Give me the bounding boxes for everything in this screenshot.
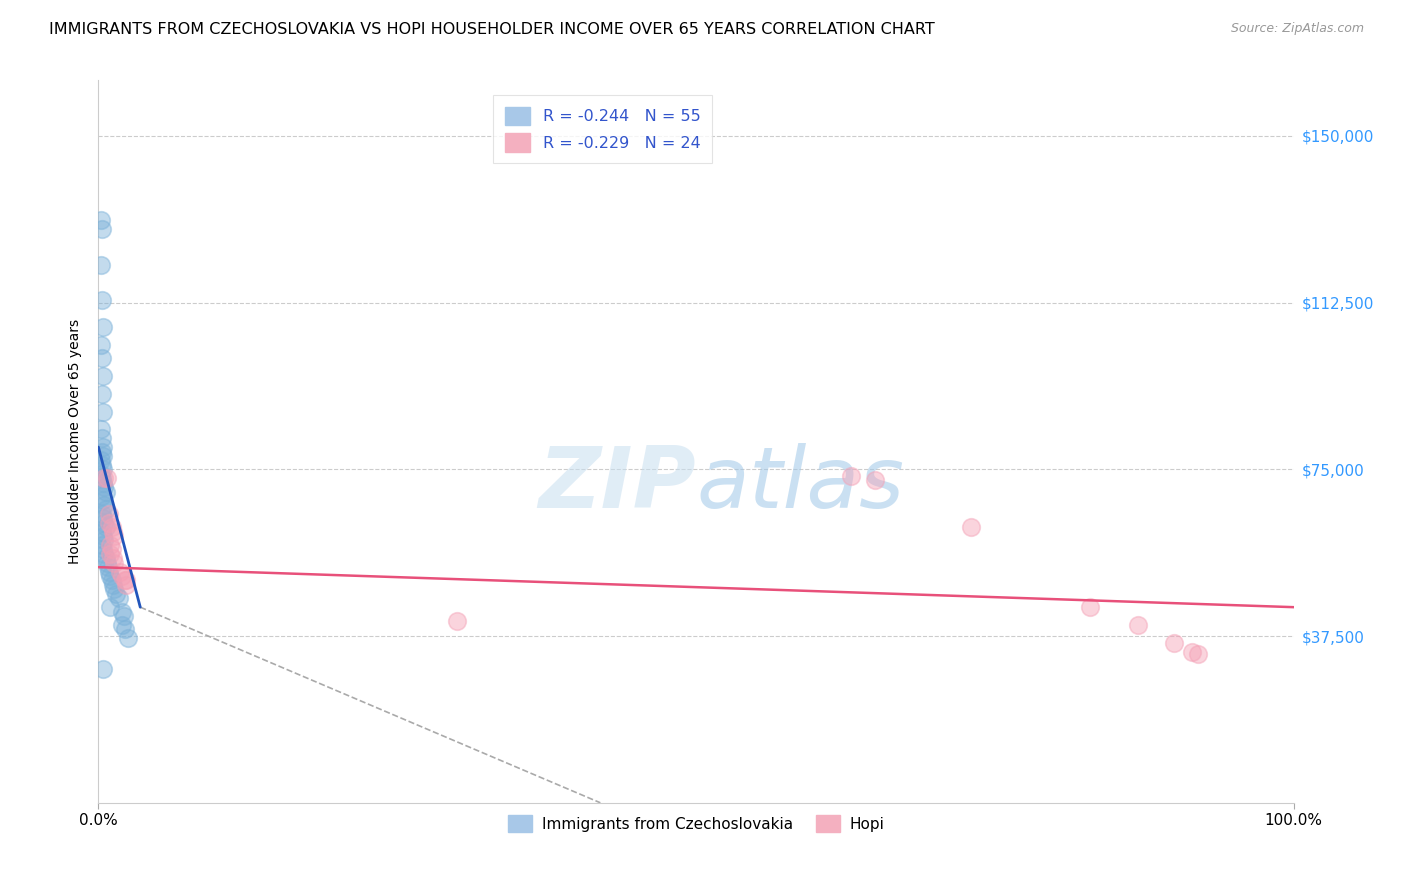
Point xyxy=(98,538,122,552)
Point xyxy=(103,529,125,543)
Point xyxy=(111,618,134,632)
Point xyxy=(111,569,134,583)
Point xyxy=(91,511,114,525)
Point xyxy=(91,493,114,508)
Point xyxy=(90,453,112,467)
Point xyxy=(91,458,114,472)
Point xyxy=(107,591,129,606)
Point xyxy=(91,293,114,308)
Point xyxy=(91,444,114,458)
Point xyxy=(91,404,114,418)
Point xyxy=(103,582,125,597)
Point xyxy=(105,587,128,601)
Point xyxy=(112,609,135,624)
Legend: Immigrants from Czechoslovakia, Hopi: Immigrants from Czechoslovakia, Hopi xyxy=(502,809,890,838)
Point xyxy=(1187,647,1209,661)
Point xyxy=(91,368,114,383)
Point xyxy=(91,542,114,557)
Point xyxy=(91,320,114,334)
Point xyxy=(100,542,122,557)
Point xyxy=(91,524,114,539)
Point xyxy=(91,475,114,490)
Point xyxy=(100,520,122,534)
Point xyxy=(101,578,124,592)
Point xyxy=(1181,645,1204,659)
Point xyxy=(115,574,138,588)
Y-axis label: Householder Income Over 65 years: Householder Income Over 65 years xyxy=(69,319,83,564)
Point xyxy=(91,431,114,445)
Point xyxy=(98,547,122,561)
Point xyxy=(94,484,117,499)
Point xyxy=(103,556,125,570)
Point xyxy=(91,538,114,552)
Text: ZIP: ZIP xyxy=(538,443,696,526)
Point xyxy=(90,467,112,481)
Point xyxy=(100,574,122,588)
Point xyxy=(117,632,139,646)
Point xyxy=(91,440,114,454)
Point xyxy=(91,507,114,521)
Point xyxy=(97,560,120,574)
Point xyxy=(91,222,114,236)
Point xyxy=(98,569,122,583)
Point xyxy=(90,258,112,272)
Point xyxy=(841,469,863,483)
Point xyxy=(93,516,115,530)
Point xyxy=(1163,636,1185,650)
Point xyxy=(1128,618,1150,632)
Point xyxy=(91,662,114,676)
Point xyxy=(98,507,121,521)
Point xyxy=(98,600,122,615)
Point xyxy=(865,474,887,488)
Point xyxy=(108,565,131,579)
Text: Source: ZipAtlas.com: Source: ZipAtlas.com xyxy=(1230,22,1364,36)
Text: atlas: atlas xyxy=(696,443,904,526)
Point xyxy=(91,529,114,543)
Point xyxy=(446,614,468,628)
Point xyxy=(91,449,114,463)
Point xyxy=(115,578,138,592)
Point xyxy=(93,498,115,512)
Point xyxy=(90,422,112,436)
Point xyxy=(93,471,115,485)
Point xyxy=(114,574,136,588)
Point xyxy=(98,565,121,579)
Point xyxy=(960,520,983,534)
Point xyxy=(101,524,124,539)
Point xyxy=(91,462,114,476)
Text: IMMIGRANTS FROM CZECHOSLOVAKIA VS HOPI HOUSEHOLDER INCOME OVER 65 YEARS CORRELAT: IMMIGRANTS FROM CZECHOSLOVAKIA VS HOPI H… xyxy=(49,22,935,37)
Point xyxy=(111,605,134,619)
Point xyxy=(91,489,114,503)
Point xyxy=(93,480,115,494)
Point xyxy=(96,556,118,570)
Point xyxy=(91,386,114,401)
Point xyxy=(1080,600,1102,615)
Point xyxy=(114,623,136,637)
Point xyxy=(91,351,114,366)
Point xyxy=(101,551,124,566)
Point xyxy=(91,471,114,485)
Point xyxy=(96,471,118,485)
Point xyxy=(90,338,112,352)
Point xyxy=(90,213,112,227)
Point xyxy=(94,551,117,566)
Point xyxy=(98,516,121,530)
Point xyxy=(93,547,115,561)
Point xyxy=(93,533,115,548)
Point xyxy=(94,502,117,516)
Point xyxy=(94,520,117,534)
